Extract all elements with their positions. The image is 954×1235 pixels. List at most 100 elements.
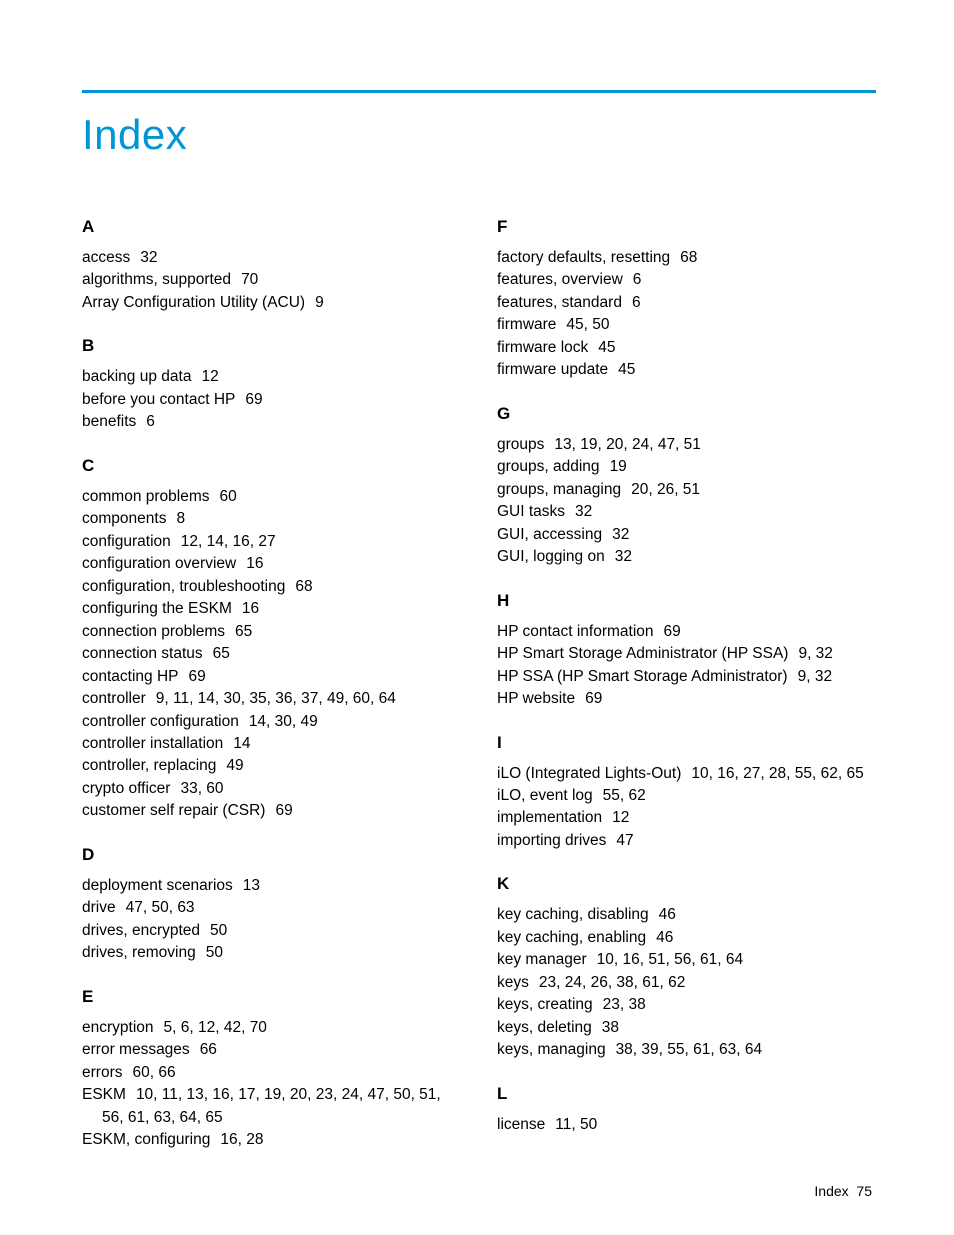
index-pages: 32: [140, 249, 157, 266]
index-entry: groups13, 19, 20, 24, 47, 51: [497, 434, 876, 456]
index-entry: configuration overview16: [82, 553, 461, 575]
index-term: keys, deleting: [497, 1019, 592, 1036]
index-entry: drive 47, 50, 63: [82, 897, 461, 919]
index-section: Aaccess 32 algorithms, supported70 Array Co…: [82, 217, 461, 314]
index-term: contacting HP: [82, 668, 179, 685]
index-pages: 68: [295, 578, 312, 595]
index-entry: firmware lock45: [497, 337, 876, 359]
index-pages: 11, 50: [555, 1116, 597, 1133]
index-letter: F: [497, 217, 876, 237]
page-title: Index: [82, 111, 876, 159]
index-entry: connection problems65: [82, 621, 461, 643]
index-term: configuration, troubleshooting: [82, 578, 285, 595]
index-term: firmware lock: [497, 339, 588, 356]
index-term: drive: [82, 899, 116, 916]
index-term: error messages: [82, 1041, 190, 1058]
index-pages: 50: [206, 944, 223, 961]
index-term: benefits: [82, 413, 136, 430]
index-term: GUI, accessing: [497, 526, 602, 543]
index-term: key caching, disabling: [497, 906, 649, 923]
index-letter: K: [497, 874, 876, 894]
index-pages: 14: [233, 735, 250, 752]
index-section: Bbacking up data12before you contact HP6…: [82, 336, 461, 433]
index-section: Kkey caching, disabling46key caching, en…: [497, 874, 876, 1061]
index-entry: firmware45, 50: [497, 314, 876, 336]
index-entry: features, standard 6: [497, 292, 876, 314]
index-columns: Aaccess 32 algorithms, supported70 Array Co…: [82, 217, 876, 1174]
index-pages: 10, 11, 13, 16, 17, 19, 20, 23, 24, 47, …: [102, 1086, 441, 1125]
index-term: drives, encrypted: [82, 922, 200, 939]
index-column-left: Aaccess 32 algorithms, supported70 Array Co…: [82, 217, 461, 1174]
index-term: before you contact HP: [82, 391, 235, 408]
index-pages: 13: [243, 877, 260, 894]
index-entry: HP website69: [497, 688, 876, 710]
index-entry: errors60, 66: [82, 1062, 461, 1084]
index-term: crypto officer: [82, 780, 170, 797]
index-entry: iLO (Integrated Lights-Out)10, 16, 27, 2…: [497, 763, 876, 785]
index-term: groups, managing: [497, 481, 621, 498]
index-pages: 46: [656, 929, 673, 946]
index-term: license: [497, 1116, 545, 1133]
index-entry: deployment scenarios13: [82, 875, 461, 897]
index-term: firmware: [497, 316, 556, 333]
index-pages: 69: [664, 623, 681, 640]
index-pages: 60: [220, 488, 237, 505]
index-entry: implementation12: [497, 807, 876, 829]
index-pages: 6: [632, 294, 641, 311]
index-term: access: [82, 249, 130, 266]
index-letter: B: [82, 336, 461, 356]
index-pages: 23, 24, 26, 38, 61, 62: [539, 974, 686, 991]
index-term: key manager: [497, 951, 587, 968]
index-section: Eencryption5, 6, 12, 42, 70error message…: [82, 987, 461, 1152]
index-term: configuration: [82, 533, 171, 550]
index-pages: 5, 6, 12, 42, 70: [164, 1019, 267, 1036]
index-section: Llicense11, 50: [497, 1084, 876, 1136]
index-entry: key manager 10, 16, 51, 56, 61, 64: [497, 949, 876, 971]
index-entry: configuration12, 14, 16, 27: [82, 531, 461, 553]
index-term: features, standard: [497, 294, 622, 311]
index-pages: 38: [602, 1019, 619, 1036]
index-entry: error messages 66: [82, 1039, 461, 1061]
index-pages: 20, 26, 51: [631, 481, 700, 498]
index-pages: 47: [616, 832, 633, 849]
index-entry: customer self repair (CSR)69: [82, 800, 461, 822]
index-entry: GUI, logging on32: [497, 546, 876, 568]
index-pages: 13, 19, 20, 24, 47, 51: [554, 436, 701, 453]
index-pages: 69: [585, 690, 602, 707]
index-pages: 23, 38: [603, 996, 646, 1013]
index-entry: before you contact HP69: [82, 389, 461, 411]
index-pages: 32: [615, 548, 632, 565]
index-pages: 66: [200, 1041, 217, 1058]
index-pages: 32: [612, 526, 629, 543]
index-entry: configuration, troubleshooting 68: [82, 576, 461, 598]
index-term: keys, creating: [497, 996, 593, 1013]
index-entry: key caching, disabling46: [497, 904, 876, 926]
index-entry: encryption5, 6, 12, 42, 70: [82, 1017, 461, 1039]
index-term: Array Configuration Utility (ACU): [82, 294, 305, 311]
index-term: iLO (Integrated Lights-Out): [497, 765, 681, 782]
index-pages: 10, 16, 51, 56, 61, 64: [597, 951, 744, 968]
index-term: ESKM: [82, 1086, 126, 1103]
index-entry: contacting HP69: [82, 666, 461, 688]
index-pages: 65: [235, 623, 252, 640]
index-entry: controller, replacing49: [82, 755, 461, 777]
index-entry: algorithms, supported70: [82, 269, 461, 291]
index-entry: controller9, 11, 14, 30, 35, 36, 37, 49,…: [82, 688, 461, 710]
index-pages: 55, 62: [603, 787, 646, 804]
index-pages: 9, 32: [798, 645, 832, 662]
index-entry: common problems60: [82, 486, 461, 508]
index-letter: A: [82, 217, 461, 237]
index-entry: GUI, accessing 32: [497, 524, 876, 546]
index-entry: configuring the ESKM16: [82, 598, 461, 620]
index-pages: 9, 11, 14, 30, 35, 36, 37, 49, 60, 64: [156, 690, 396, 707]
index-pages: 47, 50, 63: [126, 899, 195, 916]
index-entry: groups, managing 20, 26, 51: [497, 479, 876, 501]
index-entry: drives, removing50: [82, 942, 461, 964]
index-pages: 70: [241, 271, 258, 288]
top-rule: [82, 90, 876, 93]
index-term: controller configuration: [82, 713, 239, 730]
index-column-right: Ffactory defaults, resetting68features, …: [497, 217, 876, 1174]
index-pages: 60, 66: [132, 1064, 175, 1081]
index-entry: iLO, event log55, 62: [497, 785, 876, 807]
index-pages: 45: [618, 361, 635, 378]
